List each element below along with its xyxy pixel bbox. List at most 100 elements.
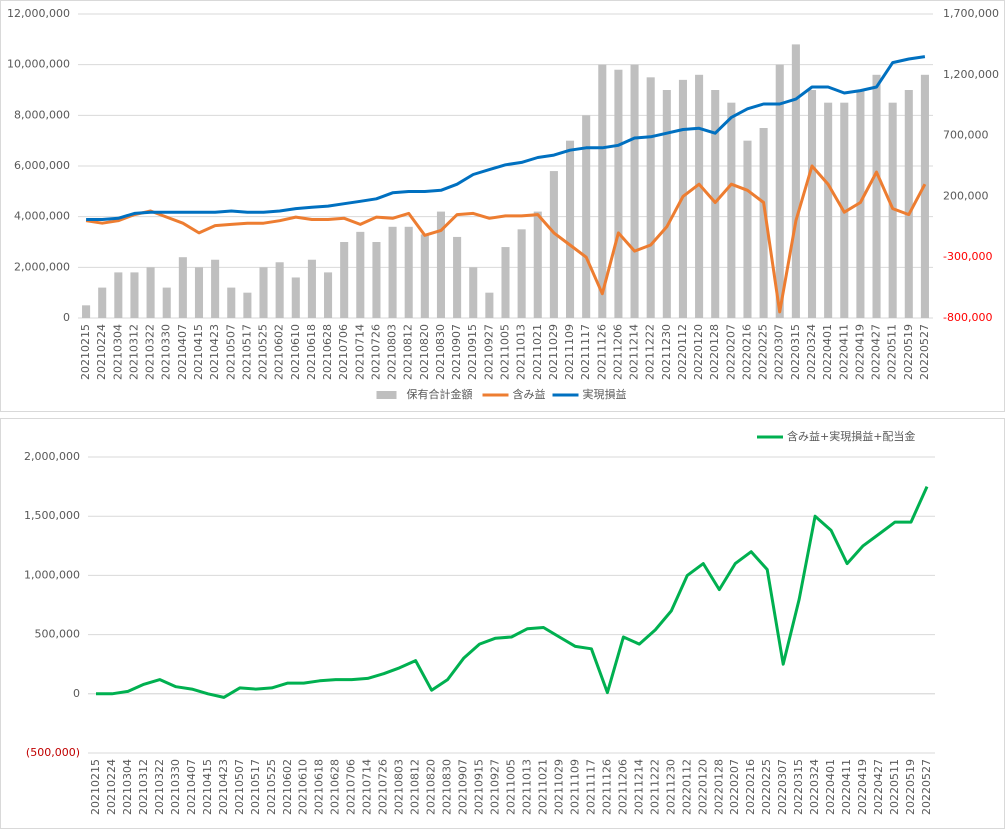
- bar: [98, 287, 107, 318]
- bar: [356, 231, 365, 318]
- line: [96, 485, 929, 699]
- bar: [146, 267, 155, 318]
- x-tick-label: 20220216: [744, 759, 757, 815]
- bar: [582, 115, 591, 318]
- x-tick-label: 20210215: [79, 324, 92, 380]
- x-tick-label: 20220401: [821, 324, 834, 380]
- x-tick-label: 20210525: [257, 324, 270, 380]
- y2-tick-label: 200,000: [943, 189, 989, 202]
- x-tick-label: 20210803: [393, 759, 406, 815]
- x-tick-label: 20210907: [450, 324, 463, 380]
- x-tick-label: 20220519: [904, 759, 917, 815]
- x-tick-label: 20220225: [760, 759, 773, 815]
- x-tick-label: 20220511: [888, 759, 901, 815]
- x-tick-label: 20210322: [144, 324, 157, 380]
- x-tick-label: 20210915: [473, 759, 486, 815]
- chart-panel: [0, 418, 1005, 829]
- x-tick-label: 20220128: [712, 759, 725, 815]
- line: [86, 55, 926, 221]
- bar: [888, 102, 897, 319]
- x-tick-label: 20210726: [377, 759, 390, 815]
- line: [85, 164, 927, 314]
- bar: [920, 74, 929, 318]
- legend-swatch: [376, 391, 397, 399]
- x-tick-label: 20210706: [345, 759, 358, 815]
- x-tick-label: 20210812: [402, 324, 415, 380]
- bar: [194, 267, 204, 318]
- bar: [162, 287, 171, 318]
- x-tick-label: 20220511: [886, 324, 899, 380]
- bar: [324, 272, 333, 318]
- y-tick-label: 8,000,000: [14, 108, 70, 121]
- y-tick-label: 12,000,000: [7, 7, 70, 20]
- legend-label: 保有合計金額: [407, 387, 473, 401]
- bar: [598, 64, 607, 319]
- bar: [646, 77, 655, 318]
- bar: [743, 140, 752, 318]
- x-tick-label: 20211117: [584, 759, 597, 815]
- bar: [759, 128, 768, 318]
- legend-label: 含み益: [513, 387, 546, 401]
- bar: [307, 259, 316, 318]
- bar: [904, 90, 913, 318]
- bar: [824, 102, 833, 319]
- x-tick-label: 20220427: [872, 759, 885, 815]
- bar: [178, 257, 187, 318]
- x-tick-label: 20220207: [724, 324, 737, 380]
- x-tick-label: 20211126: [595, 324, 608, 380]
- bar: [291, 277, 300, 318]
- x-tick-label: 20210610: [297, 759, 310, 815]
- y-tick-label: 0: [63, 311, 70, 324]
- bar: [565, 140, 575, 318]
- y2-tick-label: -800,000: [943, 311, 992, 324]
- x-tick-label: 20211029: [547, 324, 560, 380]
- x-tick-label: 20210907: [457, 759, 470, 815]
- bar: [711, 90, 720, 318]
- bar: [453, 236, 462, 318]
- x-tick-label: 20210224: [95, 324, 108, 380]
- bar: [275, 262, 284, 318]
- y-tick-label: 2,000,000: [14, 260, 70, 273]
- y-tick-label: 6,000,000: [14, 159, 70, 172]
- bar: [791, 44, 800, 319]
- x-tick-label: 20220112: [676, 324, 689, 380]
- x-tick-label: 20220427: [870, 324, 883, 380]
- bar: [372, 242, 381, 318]
- x-tick-label: 20210714: [361, 759, 374, 815]
- x-tick-label: 20211222: [648, 759, 661, 815]
- x-tick-label: 20211005: [505, 759, 518, 815]
- x-tick-label: 20210602: [273, 324, 286, 380]
- x-tick-label: 20211126: [600, 759, 613, 815]
- x-tick-label: 20210726: [369, 324, 382, 380]
- bar: [259, 267, 268, 318]
- x-tick-label: 20211109: [568, 759, 581, 815]
- x-tick-label: 20211214: [632, 759, 645, 815]
- x-tick-label: 20211109: [563, 324, 576, 380]
- x-tick-label: 20210224: [105, 759, 118, 815]
- legend-label: 実現損益: [583, 387, 627, 401]
- x-tick-label: 20210423: [217, 759, 230, 815]
- x-tick-label: 20210304: [111, 324, 124, 380]
- x-tick-label: 20210330: [160, 324, 173, 380]
- x-tick-label: 20220324: [808, 759, 821, 815]
- y-tick-label: 0: [73, 687, 80, 700]
- bar: [775, 64, 784, 319]
- y-tick-label: 1,500,000: [24, 509, 80, 522]
- x-tick-label: 20210830: [434, 324, 447, 380]
- bar: [533, 211, 542, 318]
- x-tick-label: 20210415: [201, 759, 214, 815]
- bar: [485, 292, 494, 318]
- x-tick-label: 20210215: [89, 759, 102, 815]
- bar: [130, 272, 139, 318]
- x-tick-label: 20220120: [692, 324, 705, 380]
- y2-tick-label: 1,700,000: [943, 7, 999, 20]
- x-tick-label: 20210618: [313, 759, 326, 815]
- x-tick-label: 20211029: [552, 759, 565, 815]
- bar: [404, 226, 413, 318]
- x-tick-label: 20220324: [805, 324, 818, 380]
- x-tick-label: 20220225: [757, 324, 770, 380]
- bar: [501, 247, 510, 318]
- y-tick-label: 10,000,000: [7, 58, 70, 71]
- bar: [243, 292, 252, 318]
- x-tick-label: 20211206: [616, 759, 629, 815]
